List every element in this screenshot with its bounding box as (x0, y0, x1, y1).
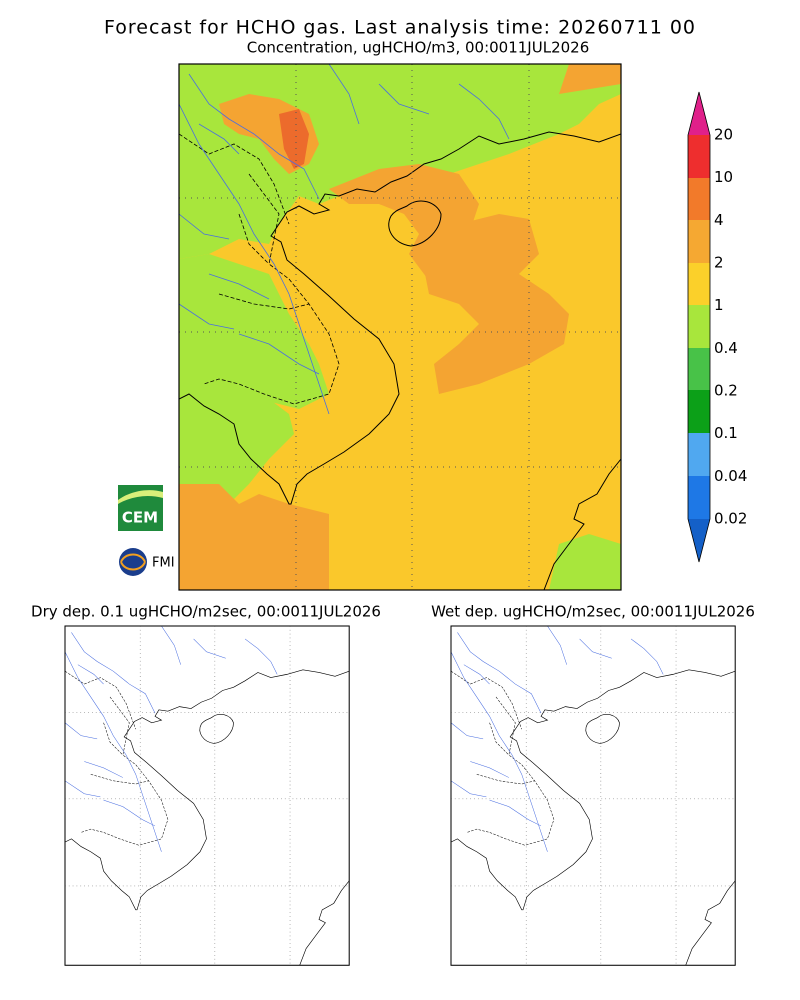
fmi-logo: FMI (119, 548, 175, 576)
subtitle: Concentration, ugHCHO/m3, 00:0011JUL2026 (247, 39, 590, 57)
panel-title: Dry dep. 0.1 ugHCHO/m2sec, 00:0011JUL202… (31, 603, 381, 621)
colorbar-label: 4 (714, 211, 724, 229)
colorbar-label: 0.2 (714, 382, 738, 400)
colorbar-label: 0.02 (714, 510, 747, 528)
colorbar-label: 2 (714, 254, 724, 272)
panel-title: Wet dep. ugHCHO/m2sec, 00:0011JUL2026 (431, 603, 755, 621)
colorbar (687, 91, 711, 563)
cem-text: CEM (122, 509, 158, 527)
title: Forecast for HCHO gas. Last analysis tim… (104, 17, 696, 39)
main-map (178, 63, 622, 591)
colorbar-label: 0.4 (714, 339, 738, 357)
colorbar-label: 0.1 (714, 424, 738, 442)
colorbar-label: 0.04 (714, 467, 747, 485)
dry-dep-map (64, 625, 350, 966)
fmi-text: FMI (152, 556, 175, 571)
cem-logo: CEM (118, 485, 163, 531)
wet-dep-map (450, 625, 736, 966)
colorbar-label: 10 (714, 168, 733, 186)
colorbar-label: 20 (714, 126, 733, 144)
colorbar-label: 1 (714, 296, 724, 314)
